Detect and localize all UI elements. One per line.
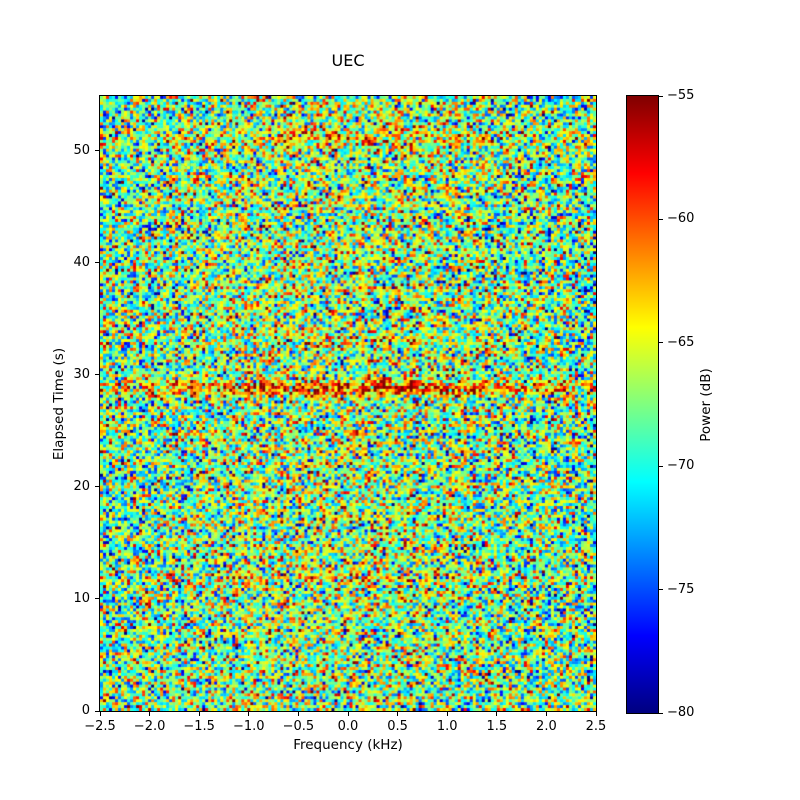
- x-tick-label: 1.5: [486, 719, 508, 734]
- y-tick-mark: [95, 710, 99, 712]
- x-tick-label: −0.5: [282, 719, 315, 734]
- x-tick-label: −2.5: [84, 719, 116, 734]
- colorbar-tick-label: −55: [667, 88, 695, 103]
- y-axis-label: Elapsed Time (s): [51, 347, 67, 461]
- colorbar-tick-mark: [659, 589, 663, 591]
- x-tick-label: 2.5: [585, 719, 607, 734]
- y-tick-label: 30: [73, 366, 90, 382]
- x-tick-mark: [545, 712, 547, 716]
- y-tick-label: 0: [81, 703, 90, 718]
- x-tick-label: −1.5: [183, 719, 215, 734]
- colorbar-tick-mark: [659, 342, 663, 344]
- spectrogram-heatmap: [100, 96, 596, 711]
- x-axis-label: Frequency (kHz): [293, 737, 403, 753]
- colorbar-tick-mark: [659, 712, 663, 714]
- x-tick-mark: [595, 712, 597, 716]
- y-tick-label: 40: [73, 254, 90, 270]
- x-tick-mark: [446, 712, 448, 716]
- colorbar-gradient: [627, 96, 658, 713]
- x-tick-mark: [397, 712, 399, 716]
- x-tick-mark: [297, 712, 299, 716]
- y-tick-label: 10: [73, 590, 90, 606]
- colorbar-tick-label: −60: [667, 211, 695, 227]
- y-tick-mark: [95, 486, 99, 488]
- x-tick-mark: [198, 712, 200, 716]
- y-tick-mark: [95, 598, 99, 600]
- colorbar-tick-mark: [659, 218, 663, 220]
- x-tick-mark: [347, 712, 349, 716]
- plot-frame: [99, 95, 597, 712]
- colorbar-tick-label: −70: [667, 458, 695, 474]
- y-tick-mark: [95, 374, 99, 376]
- colorbar-tick-label: −80: [667, 705, 695, 720]
- x-tick-mark: [149, 712, 151, 716]
- x-tick-mark: [496, 712, 498, 716]
- chart-title: UEC: [331, 51, 365, 70]
- x-tick-label: 1.0: [436, 719, 458, 734]
- x-tick-label: −2.0: [133, 719, 166, 734]
- x-tick-mark: [99, 712, 101, 716]
- colorbar-tick-mark: [659, 465, 663, 467]
- y-tick-label: 50: [73, 142, 90, 158]
- x-tick-mark: [248, 712, 250, 716]
- colorbar-tick-label: −75: [667, 581, 695, 597]
- x-tick-label: −1.0: [233, 719, 265, 734]
- x-tick-label: 0.0: [337, 719, 359, 734]
- colorbar-tick-mark: [659, 95, 663, 97]
- y-tick-label: 20: [73, 478, 90, 494]
- colorbar-frame: [626, 95, 659, 714]
- y-tick-mark: [95, 150, 99, 152]
- x-tick-label: 2.0: [536, 719, 557, 734]
- colorbar-tick-label: −65: [667, 334, 695, 350]
- y-tick-mark: [95, 262, 99, 264]
- colorbar-label: Power (dB): [698, 368, 714, 442]
- x-tick-label: 0.5: [387, 719, 408, 734]
